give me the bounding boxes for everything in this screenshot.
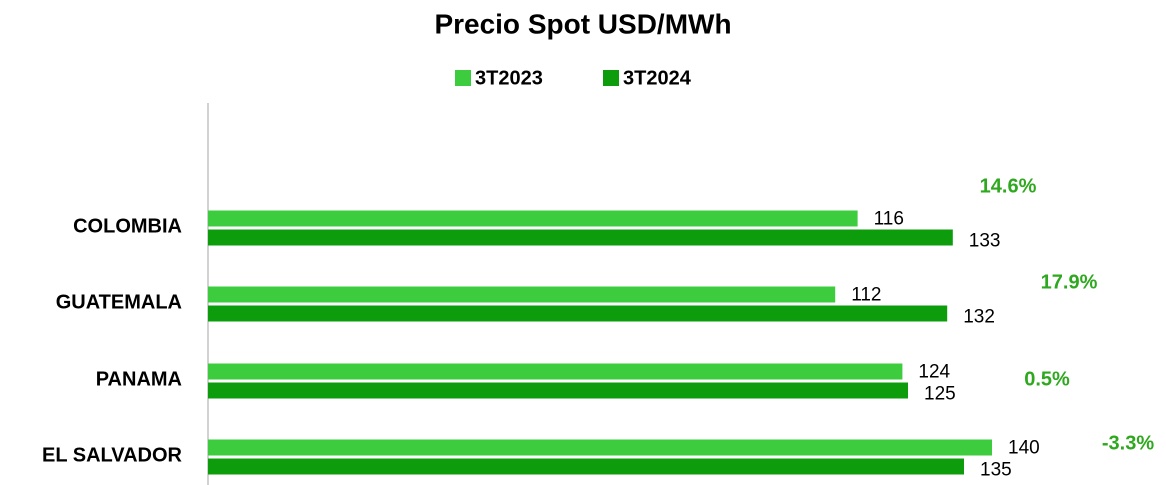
legend-swatch [603, 70, 619, 86]
change-annotation: -3.3% [1102, 432, 1154, 454]
category-label: GUATEMALA [56, 291, 182, 313]
value-label: 116 [874, 209, 904, 230]
change-annotation: 14.6% [980, 175, 1037, 197]
value-label: 140 [1008, 438, 1040, 459]
legend-label: 3T2024 [623, 67, 692, 89]
bar [208, 286, 836, 303]
bar [208, 305, 948, 322]
bar [208, 382, 908, 399]
category-label: COLOMBIA [73, 215, 182, 237]
legend-swatch [455, 70, 471, 86]
bar [208, 229, 953, 246]
category-label: PANAMA [96, 368, 182, 390]
category-label: EL SALVADOR [42, 444, 183, 466]
value-label: 135 [980, 460, 1012, 481]
value-label: 124 [918, 362, 950, 383]
change-annotation: 0.5% [1024, 368, 1070, 390]
value-label: 112 [851, 285, 881, 306]
bar [208, 363, 903, 380]
bar [208, 458, 964, 475]
chart-title: Precio Spot USD/MWh [434, 8, 731, 39]
value-label: 132 [963, 307, 995, 328]
value-label: 133 [969, 231, 1001, 252]
legend-label: 3T2023 [475, 67, 543, 89]
change-annotation: 17.9% [1041, 271, 1098, 293]
value-label: 125 [924, 384, 956, 405]
bar [208, 210, 858, 227]
bar [208, 439, 992, 456]
